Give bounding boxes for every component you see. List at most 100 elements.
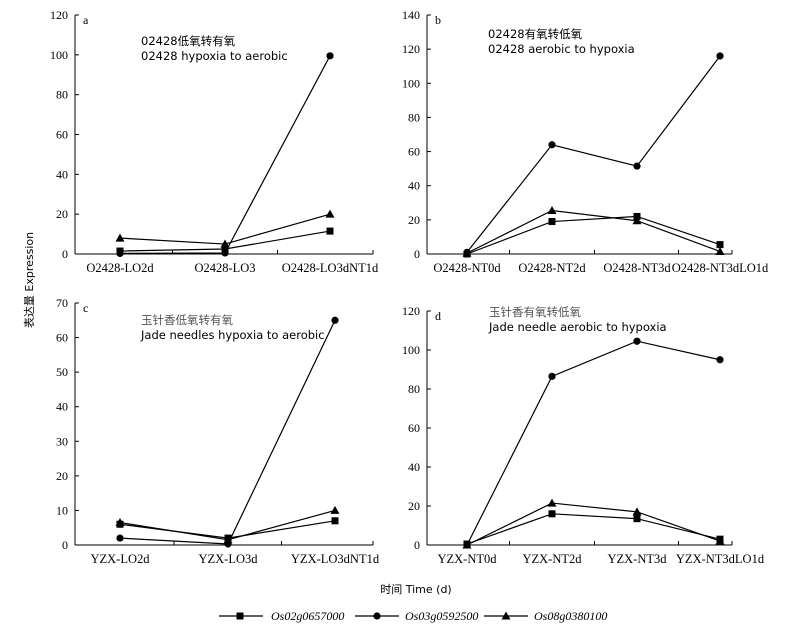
y-tick-label: 0 <box>62 247 68 261</box>
y-tick-label: 0 <box>62 538 68 552</box>
data-point-square <box>633 515 641 523</box>
data-point-square <box>548 510 556 518</box>
panel-d: 0 20 40 60 80 100 120 YZX-NT0d YZX-NT2d YZX-NT3d Y… <box>402 304 765 566</box>
y-tick-label: 40 <box>56 167 68 181</box>
legend-triangle-marker <box>501 611 511 620</box>
y-tick-label: 60 <box>56 331 68 345</box>
y-tick-label: 30 <box>56 434 68 448</box>
panel-annotation: 02428 aerobic to hypoxia <box>488 42 635 56</box>
y-tick-label: 60 <box>408 421 420 435</box>
panel-annotation: Jade needle aerobic to hypoxia <box>488 320 667 334</box>
data-point-triangle <box>462 540 472 549</box>
panel-annotation: 玉针香有氧转低氧 <box>489 305 581 319</box>
x-tick-label: O2428-NT2d <box>518 261 586 275</box>
legend: Os02g0657000 Os03g0592500 Os08g0380100 <box>219 609 607 623</box>
data-point-circle <box>716 356 724 364</box>
y-axis-label: 表达量 Expression <box>22 232 36 328</box>
panel-annotation: 02428低氧转有氧 <box>141 34 236 48</box>
y-tick-label: 10 <box>56 503 68 517</box>
x-tick-label: O2428-LO2d <box>86 261 154 275</box>
series-line-2 <box>466 340 721 546</box>
series-line-2 <box>119 55 331 255</box>
data-point-triangle <box>632 507 642 516</box>
y-tick-label: 70 <box>56 296 68 310</box>
y-tick-label: 80 <box>408 382 420 396</box>
panel-annotation: Jade needles hypoxia to aerobic <box>140 328 325 342</box>
panel-annotation: 02428 hypoxia to aerobic <box>141 49 288 63</box>
x-tick-label: YZX-NT3dLO1d <box>676 552 765 566</box>
series-line-3 <box>466 209 721 254</box>
y-tick-label: 140 <box>402 8 420 22</box>
y-tick-label: 100 <box>402 343 420 357</box>
data-point-triangle <box>462 248 472 257</box>
x-tick-label: YZX-NT3d <box>607 552 667 566</box>
data-point-circle <box>548 141 556 149</box>
data-point-triangle <box>325 209 335 218</box>
data-point-square <box>221 245 229 253</box>
data-point-circle <box>116 249 124 258</box>
x-tick-label: O2428-NT3dLO1d <box>672 261 769 275</box>
data-point-triangle <box>632 216 642 225</box>
x-tick-label: YZX-LO3d <box>198 552 258 566</box>
x-tick-label: O2428-LO3dNT1d <box>282 261 379 275</box>
x-tick-label: YZX-LO2d <box>90 552 150 566</box>
x-tick-label: YZX-NT0d <box>437 552 497 566</box>
x-tick-label: O2428-NT3d <box>603 261 671 275</box>
panel-annotation: 玉针香低氧转有氧 <box>141 313 233 327</box>
data-point-circle <box>633 337 641 345</box>
y-tick-label: 40 <box>408 460 420 474</box>
data-point-triangle <box>330 505 340 514</box>
series-line-2 <box>119 320 336 545</box>
panel-letter: c <box>83 301 88 315</box>
data-point-triangle <box>223 535 233 544</box>
panel-letter: d <box>435 309 441 323</box>
y-tick-label: 20 <box>408 213 420 227</box>
y-tick-label: 20 <box>56 469 68 483</box>
y-tick-label: 60 <box>56 128 68 142</box>
series-line-1 <box>466 215 721 255</box>
y-tick-label: 120 <box>50 8 68 22</box>
legend-square-marker <box>236 612 244 620</box>
data-point-square <box>326 227 334 235</box>
data-point-circle <box>326 52 334 60</box>
legend-label-1: Os02g0657000 <box>271 609 344 623</box>
data-point-circle <box>221 249 229 257</box>
panel-b: 0 20 40 60 80 100 120 140 O2428-NT0d O2428-NT2d O2… <box>402 8 769 275</box>
x-tick-label: O2428-LO3 <box>194 261 255 275</box>
x-tick-label: O2428-NT0d <box>433 261 501 275</box>
series-line-1 <box>466 513 721 545</box>
y-tick-label: 120 <box>402 304 420 318</box>
panel-letter: b <box>435 13 441 27</box>
panel-letter: a <box>83 13 89 27</box>
data-point-triangle <box>220 239 230 248</box>
x-axis-label: 时间 Time (d) <box>380 583 451 596</box>
series-line-2 <box>466 55 721 253</box>
panel-annotation: 02428有氧转低氧 <box>488 27 583 41</box>
y-tick-label: 0 <box>414 247 420 261</box>
y-tick-label: 60 <box>408 145 420 159</box>
x-tick-label: YZX-NT2d <box>522 552 582 566</box>
y-tick-label: 0 <box>414 538 420 552</box>
data-point-square <box>331 517 339 525</box>
data-point-square <box>548 218 556 226</box>
data-point-triangle <box>715 246 725 255</box>
data-point-triangle <box>115 233 125 242</box>
legend-circle-marker <box>373 612 381 620</box>
y-tick-label: 100 <box>402 76 420 90</box>
y-tick-label: 80 <box>408 110 420 124</box>
data-point-square <box>716 241 724 249</box>
data-point-circle <box>548 372 556 380</box>
data-point-circle <box>116 534 124 542</box>
panel-a: 0 20 40 60 80 100 120 O2428-LO2d O2428-LO3 O2428-… <box>50 8 379 275</box>
y-tick-label: 120 <box>402 42 420 56</box>
data-point-triangle <box>715 536 725 545</box>
data-point-triangle <box>547 498 557 507</box>
data-point-circle <box>633 162 641 170</box>
y-tick-label: 40 <box>56 400 68 414</box>
legend-label-2: Os03g0592500 <box>405 609 478 623</box>
data-point-triangle <box>547 205 557 214</box>
y-tick-label: 100 <box>50 48 68 62</box>
y-tick-label: 80 <box>56 88 68 102</box>
